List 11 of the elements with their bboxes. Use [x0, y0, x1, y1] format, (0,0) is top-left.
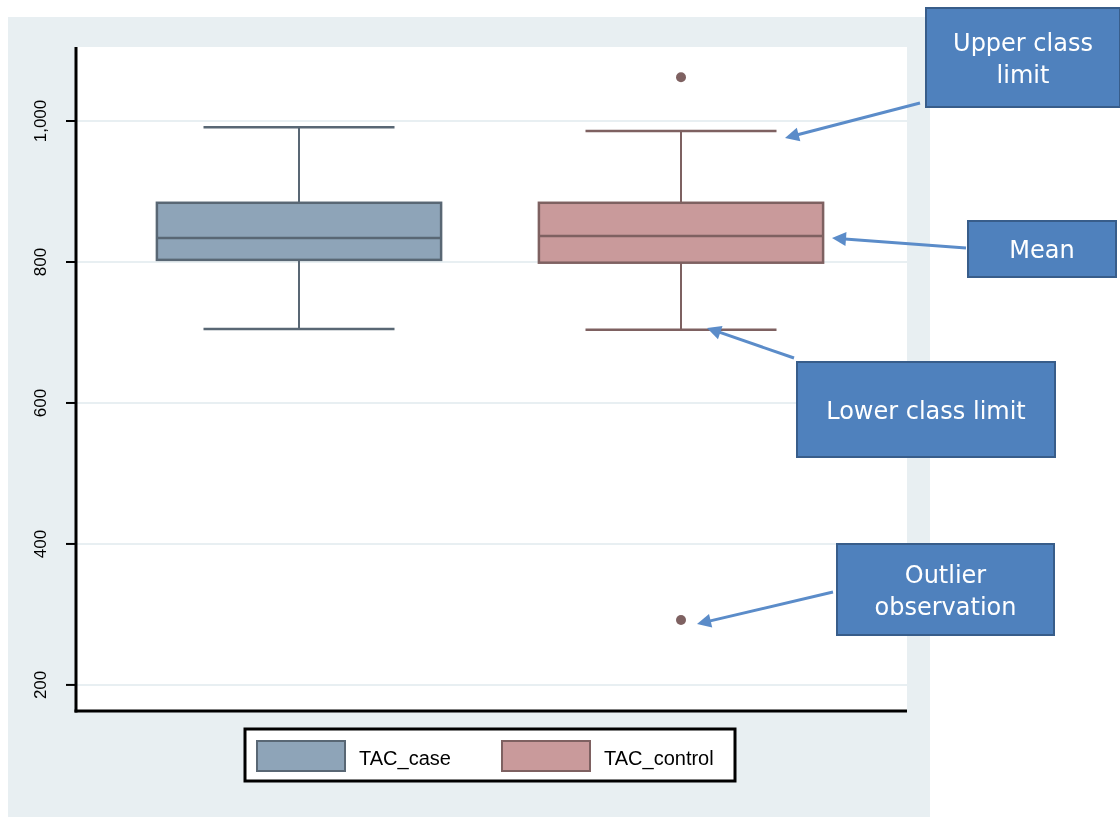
- y-tick-label: 800: [31, 247, 50, 277]
- legend-label: TAC_case: [359, 747, 451, 770]
- annotation: Lower class limit: [826, 396, 1026, 425]
- annotation: Outlier observation: [874, 560, 1017, 621]
- legend-label: TAC_control: [604, 747, 714, 770]
- text: Mean: [1009, 236, 1075, 264]
- y-tick-label: 200: [31, 670, 50, 700]
- y-tick-label: 600: [31, 388, 50, 418]
- y-tick-label: 400: [31, 529, 50, 559]
- text: Upper class limit: [953, 28, 1093, 89]
- y-tick-label: 1,000: [31, 99, 50, 143]
